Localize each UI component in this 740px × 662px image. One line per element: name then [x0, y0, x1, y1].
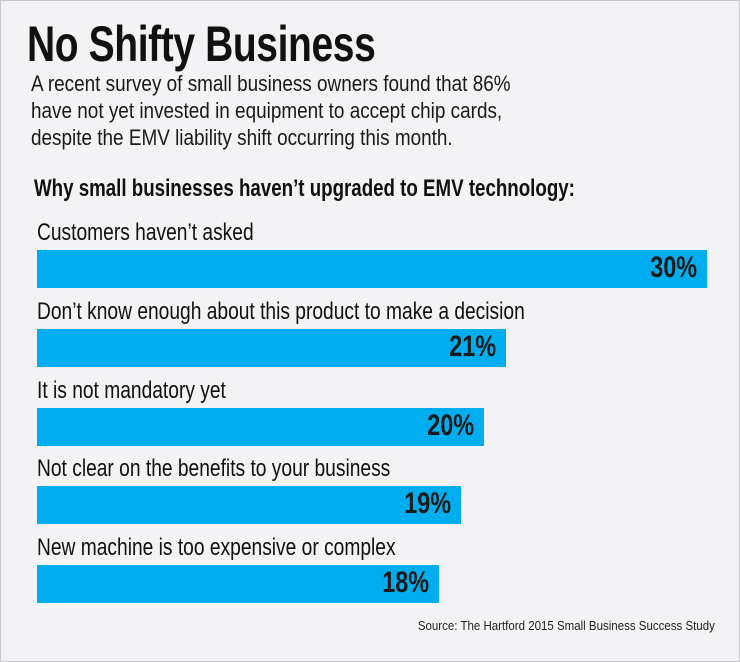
source-note: Source: The Hartford 2015 Small Business… [417, 619, 715, 633]
bar-value-label: 30% [650, 251, 697, 284]
bar-value-label: 19% [404, 487, 452, 521]
bar-label: Don’t know enough about this product to … [37, 297, 525, 325]
bar: 18% [37, 565, 439, 604]
bar: 30% [37, 250, 707, 288]
chart-heading: Why small businesses haven’t upgraded to… [34, 175, 575, 202]
bar-value-label: 21% [449, 329, 496, 363]
bar-label: Customers haven’t asked [37, 219, 254, 246]
bar-label: New machine is too expensive or complex [37, 534, 396, 562]
subtitle-line: A recent survey of small business owners… [31, 71, 511, 96]
subtitle-line: have not yet invested in equipment to ac… [31, 98, 503, 123]
bar-value-label: 18% [382, 566, 429, 600]
chart-title: No Shifty Business [27, 16, 376, 72]
bar-value-label: 20% [426, 408, 474, 442]
bar: 21% [37, 328, 506, 367]
bar-label: It is not mandatory yet [37, 376, 226, 404]
bar: 20% [37, 407, 484, 446]
bar: 19% [37, 486, 462, 525]
subtitle-line: despite the EMV liability shift occurrin… [31, 125, 453, 150]
bar-label: Not clear on the benefits to your busine… [37, 455, 391, 483]
